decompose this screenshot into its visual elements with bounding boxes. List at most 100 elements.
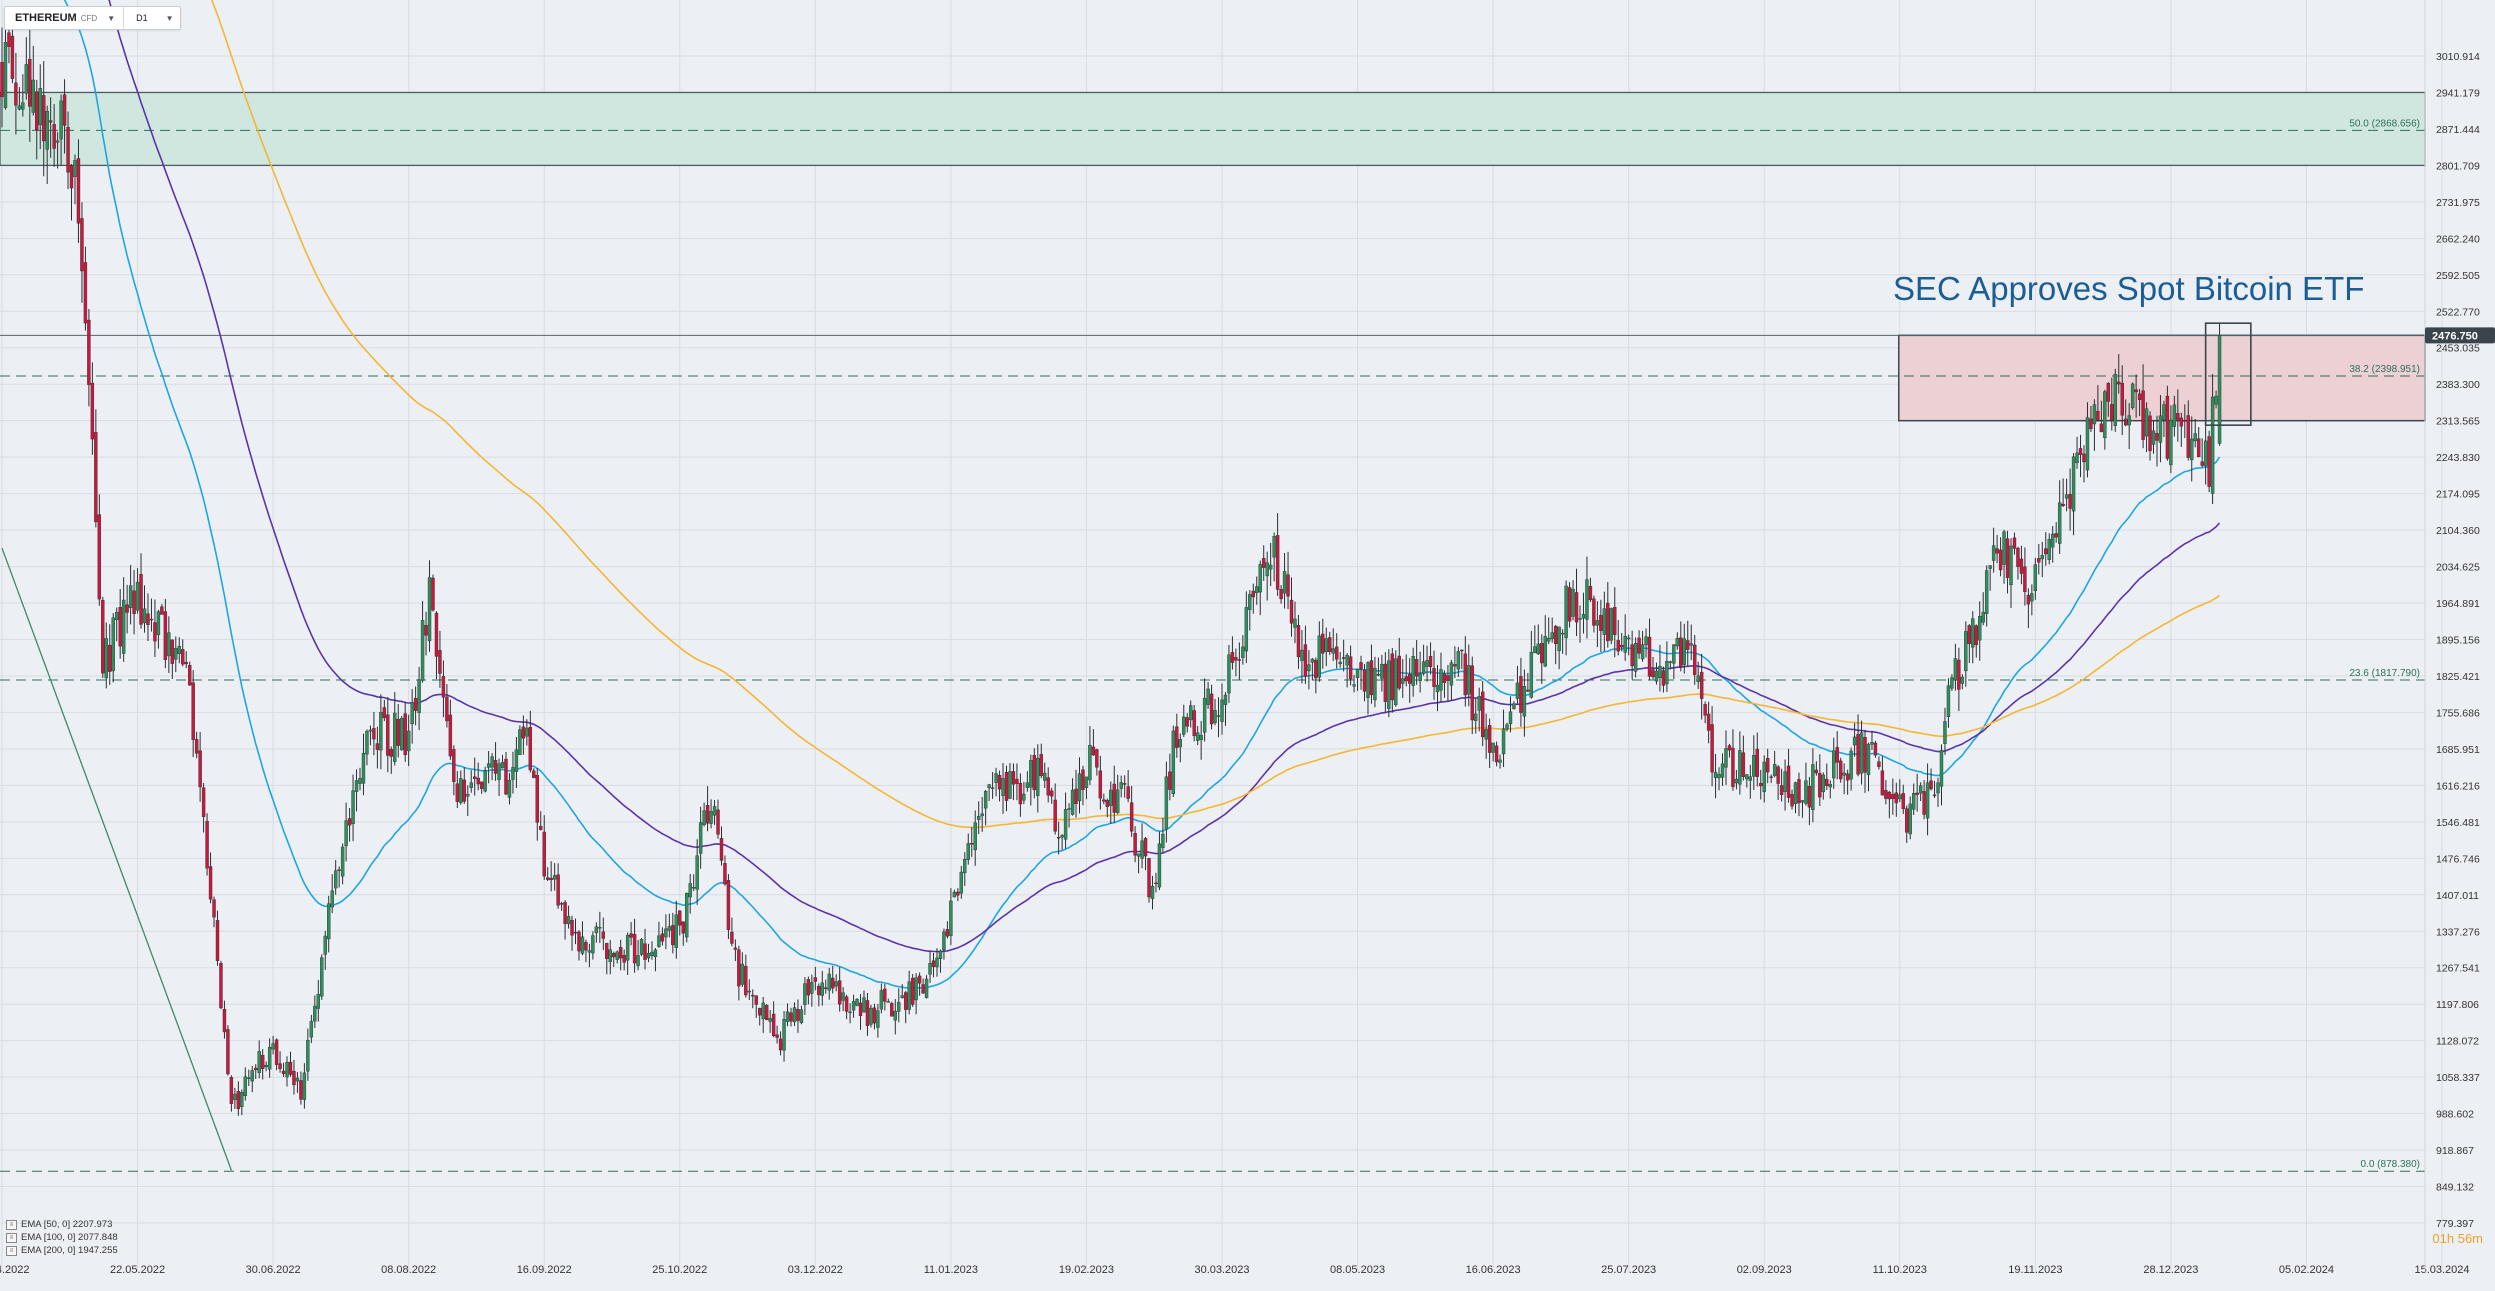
candle-body: [2068, 494, 2072, 509]
candle-body: [1119, 782, 1123, 789]
candle-body: [135, 581, 140, 611]
settings-icon[interactable]: ≡: [6, 1245, 17, 1256]
ema-100-line: [108, 0, 2221, 953]
candle-body: [1602, 608, 1607, 635]
candle-body: [751, 994, 755, 997]
candle-body: [1248, 594, 1252, 610]
candle-body: [1932, 794, 1937, 797]
candle-body: [10, 35, 15, 79]
candle-body: [205, 821, 209, 869]
candle-body: [2183, 420, 2187, 422]
y-tick-label: 2662.240: [2436, 233, 2480, 245]
candle-body: [1501, 728, 1506, 755]
candle-body: [438, 650, 442, 674]
candle-body: [1178, 738, 1182, 748]
candle-body: [900, 995, 904, 999]
candle-body: [274, 1039, 279, 1065]
x-tick-label: 11.10.2023: [1873, 1264, 1927, 1276]
symbol-dropdown[interactable]: ETHEREUM CFD ▼: [5, 7, 125, 29]
candle-body: [1098, 770, 1103, 799]
candle-body: [1745, 774, 1749, 780]
candle-body: [288, 1061, 293, 1075]
candle-body: [771, 1013, 776, 1037]
candle-body: [1894, 792, 1899, 804]
settings-icon[interactable]: ≡: [6, 1219, 17, 1230]
candle-body: [2113, 373, 2117, 426]
y-tick-label: 1616.216: [2436, 780, 2480, 792]
candle-body: [229, 1077, 234, 1104]
candle-body: [799, 1009, 804, 1024]
candle-body: [323, 935, 327, 955]
candle-body: [1022, 793, 1026, 801]
candle-body: [1689, 643, 1693, 646]
candle-body: [945, 929, 950, 937]
candle-body: [486, 763, 491, 768]
candle-body: [55, 140, 60, 143]
candle-body: [1696, 675, 1700, 682]
candle-body: [636, 955, 640, 967]
candle-body: [1640, 644, 1645, 660]
candle-body: [1863, 737, 1867, 773]
candle-body: [824, 987, 828, 989]
candle-body: [1574, 592, 1579, 623]
candle-body: [1779, 785, 1784, 796]
candle-body: [886, 1001, 891, 1003]
candle-body: [128, 585, 133, 608]
candle-body: [1905, 808, 1909, 833]
candle-body: [1588, 585, 1593, 601]
timeframe-dropdown[interactable]: D1 ▼: [124, 7, 179, 29]
candle-body: [1223, 694, 1228, 705]
candle-body: [1487, 725, 1492, 753]
candle-body: [1578, 618, 1582, 620]
candle-body: [514, 749, 519, 772]
candle-body: [747, 990, 751, 993]
symbol-selector[interactable]: ETHEREUM CFD ▼ D1 ▼: [4, 6, 181, 30]
candle-body: [379, 712, 383, 751]
candle-body: [1918, 785, 1923, 794]
candle-body: [80, 218, 84, 272]
candle-body: [2196, 438, 2201, 458]
settings-icon[interactable]: ≡: [6, 1232, 17, 1243]
candle-body: [1359, 662, 1363, 670]
candle-body: [1168, 771, 1172, 790]
candle-body: [1300, 649, 1304, 661]
candle-body: [118, 607, 122, 647]
candle-body: [1814, 769, 1819, 774]
legend-item-ema200[interactable]: ≡ EMA [200, 0] 1947.255: [6, 1244, 118, 1257]
candle-body: [87, 319, 91, 385]
candle-body: [1915, 792, 1919, 795]
candle-body: [1623, 635, 1627, 653]
legend-item-ema50[interactable]: ≡ EMA [50, 0] 2207.973: [6, 1218, 118, 1231]
candle-body: [2016, 547, 2020, 567]
candle-body: [476, 777, 480, 785]
candle-body: [997, 775, 1002, 790]
candle-body: [1908, 803, 1912, 835]
candle-body: [3, 42, 8, 108]
y-tick-label: 2453.035: [2436, 343, 2480, 355]
candle-body: [1227, 654, 1231, 694]
legend-item-ema100[interactable]: ≡ EMA [100, 0] 2077.848: [6, 1231, 118, 1244]
candle-body: [674, 914, 679, 948]
candle-body: [2137, 393, 2142, 400]
candle-body: [768, 1018, 772, 1022]
candle-body: [775, 1034, 779, 1038]
candle-body: [420, 620, 425, 681]
candle-body: [1828, 783, 1832, 788]
candle-body: [897, 1002, 901, 1012]
candle-body: [556, 874, 560, 906]
candle-body: [222, 1009, 227, 1033]
candle-body: [1341, 657, 1346, 659]
candle-body: [375, 743, 380, 750]
candle-body: [2144, 408, 2149, 437]
candle-body: [1978, 615, 1982, 641]
candle-body: [1762, 761, 1766, 793]
candle-body: [1331, 648, 1335, 654]
candle-body: [198, 750, 202, 788]
candle-body: [14, 82, 18, 106]
candle-body: [1592, 598, 1596, 626]
candle-body: [500, 762, 505, 769]
candle-body: [2210, 396, 2215, 494]
candle-body: [695, 855, 699, 890]
